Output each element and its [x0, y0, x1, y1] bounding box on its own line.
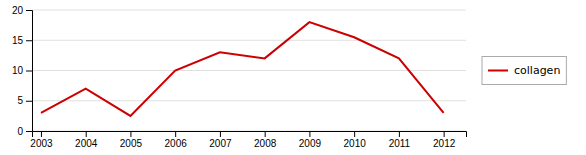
legend: collagen: [482, 57, 566, 85]
tick-mark: [444, 131, 445, 137]
tick-label: 2009: [299, 138, 322, 149]
tick-label: 20: [12, 5, 24, 16]
line: [41, 22, 444, 116]
marks: [41, 22, 444, 116]
grid: [32, 10, 466, 131]
axis-line: [26, 11, 33, 132]
tick-mark: [309, 131, 310, 137]
tick-mark: [130, 131, 131, 137]
tick-label: 15: [12, 35, 24, 46]
tick-label: 2010: [344, 138, 367, 149]
tick-mark: [220, 131, 221, 137]
grid-line: [32, 40, 466, 41]
tick-label: 2005: [120, 138, 143, 149]
legend-label: collagen: [514, 64, 560, 77]
tick: 20: [12, 5, 32, 16]
tick: 2006: [165, 131, 188, 149]
tick: 2010: [344, 131, 367, 149]
tick-mark: [86, 131, 87, 137]
legend-frame: [482, 57, 566, 85]
tick: 5: [17, 95, 32, 106]
tick: 2009: [299, 131, 322, 149]
tick-label: 2003: [30, 138, 53, 149]
tick: 2012: [433, 131, 456, 149]
tick-label: 2012: [433, 138, 456, 149]
x-axis: 2003 2004 2005 2006 2007 2008 2009 2010 2011 2012: [30, 131, 466, 149]
tick-label: 5: [17, 95, 23, 106]
tick-mark: [26, 101, 32, 102]
grid-line: [32, 70, 466, 71]
plot: 2003200420052006200720082009201020112012…: [12, 5, 467, 149]
tick-mark: [41, 131, 42, 137]
tick: 10: [12, 65, 32, 76]
tick: 15: [12, 35, 32, 46]
tick-mark: [26, 10, 32, 11]
tick-mark: [175, 131, 176, 137]
tick-label: 2006: [165, 138, 188, 149]
tick-mark: [26, 71, 32, 72]
axis-line: [33, 132, 467, 138]
tick: 2003: [30, 131, 53, 149]
tick-mark: [399, 131, 400, 137]
tick: 2004: [75, 131, 98, 149]
tick: 0: [17, 126, 32, 137]
y-axis: 0 5 10 15 20: [12, 5, 33, 137]
chart: 2003200420052006200720082009201020112012…: [0, 0, 586, 155]
tick-label: 2011: [389, 138, 411, 149]
tick-mark: [354, 131, 355, 137]
tick: 2008: [254, 131, 277, 149]
grid-line: [32, 100, 466, 101]
tick-mark: [265, 131, 266, 137]
tick-mark: [26, 40, 32, 41]
tick-mark: [26, 131, 32, 132]
grid-line: [32, 10, 466, 11]
tick: 2005: [120, 131, 143, 149]
tick-label: 10: [12, 65, 24, 76]
tick-label: 2008: [254, 138, 277, 149]
tick-label: 2004: [75, 138, 98, 149]
tick-label: 2007: [209, 138, 232, 149]
legend-swatch: [488, 70, 508, 72]
tick: 2011: [389, 131, 411, 149]
tick: 2007: [209, 131, 232, 149]
tick-label: 0: [17, 126, 23, 137]
